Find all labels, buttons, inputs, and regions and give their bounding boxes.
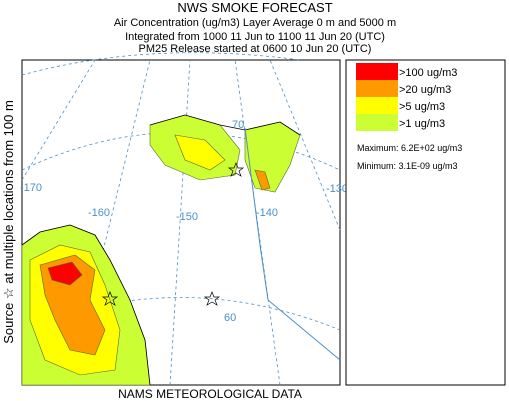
footer: NAMS METEOROLOGICAL DATA bbox=[118, 387, 302, 401]
maximum: Maximum: 6.2E+02 ug/m3 bbox=[357, 143, 462, 153]
border bbox=[244, 127, 341, 361]
smoke-contour bbox=[254, 169, 271, 191]
graticule-label: -150 bbox=[176, 211, 198, 223]
legend-label: >5 ug/m3 bbox=[399, 101, 445, 113]
coastline bbox=[149, 114, 301, 136]
subtitle: PM25 Release started at 0600 10 Jun 20 (… bbox=[139, 43, 372, 55]
title: NWS SMOKE FORECAST bbox=[177, 0, 332, 15]
meridian bbox=[269, 59, 341, 231]
graticule-label: 70 bbox=[232, 119, 244, 131]
graticule-label: -170 bbox=[20, 182, 42, 194]
source-star bbox=[227, 162, 245, 177]
smoke-contour bbox=[174, 134, 226, 171]
map: -170 -160 -150 -140 -130 70 60 bbox=[20, 52, 348, 386]
source-note: Source ☆ at multiple locations from 100 … bbox=[1, 100, 16, 344]
legend-label: >100 ug/m3 bbox=[399, 67, 457, 79]
legend-label: >20 ug/m3 bbox=[399, 84, 451, 96]
parallel bbox=[21, 52, 301, 76]
graticule-label: 60 bbox=[224, 312, 236, 324]
legend-swatch bbox=[356, 114, 398, 131]
legend-swatch bbox=[356, 63, 398, 80]
legend-label: >1 ug/m3 bbox=[399, 118, 445, 130]
legend-swatch bbox=[356, 97, 398, 114]
meridian bbox=[169, 59, 191, 386]
subtitle: Air Concentration (ug/m3) Layer Average … bbox=[114, 17, 396, 29]
legend: Maximum: 6.2E+02 ug/m3 Minimum: 3.1E-09 … bbox=[345, 59, 506, 386]
source-star bbox=[101, 291, 119, 306]
legend-swatch bbox=[356, 80, 398, 97]
graticule-label: -140 bbox=[256, 207, 278, 219]
coastline bbox=[21, 224, 151, 386]
smoke-contour bbox=[47, 261, 83, 286]
subtitle: Integrated from 1000 11 Jun to 1100 11 J… bbox=[125, 31, 385, 43]
minimum: Minimum: 3.1E-09 ug/m3 bbox=[357, 161, 458, 171]
graticule-label: -130 bbox=[326, 183, 348, 195]
graticule-label: -160 bbox=[88, 207, 110, 219]
source-star bbox=[203, 291, 221, 306]
